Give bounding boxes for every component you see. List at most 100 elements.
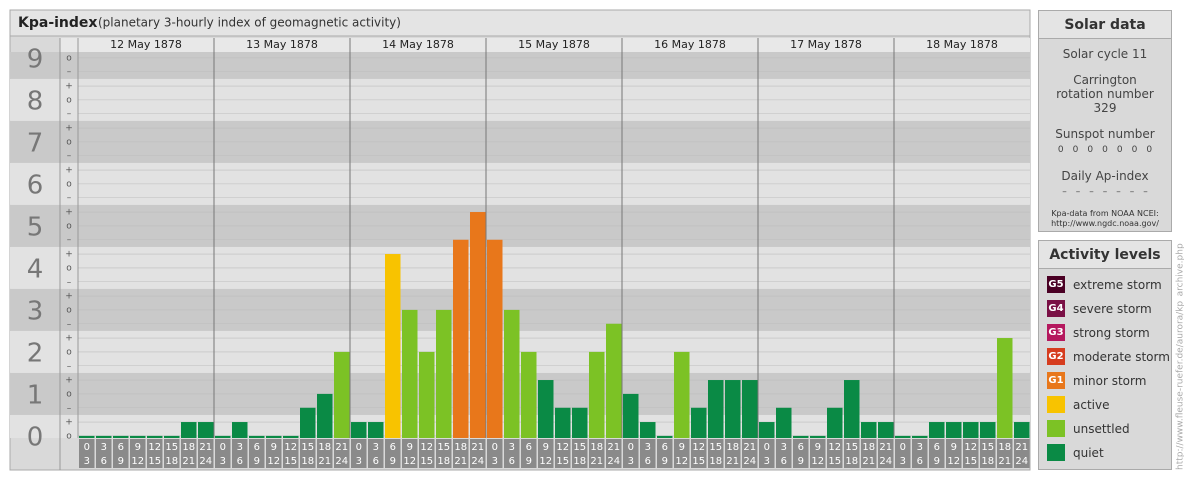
bar: [130, 435, 146, 438]
hour-label: 6: [526, 442, 532, 453]
y-tick-label: 3: [27, 296, 44, 326]
bar: [232, 422, 248, 438]
hour-label: 21: [471, 442, 484, 453]
hour-box: [725, 439, 741, 468]
hour-label: 9: [118, 456, 124, 467]
sunspot-value: 0: [1087, 145, 1094, 155]
hour-label: 9: [526, 456, 532, 467]
hour-label: 6: [645, 456, 651, 467]
minor-tick-label: +: [65, 418, 73, 428]
hour-label: 12: [947, 456, 960, 467]
hour-label: 6: [798, 442, 804, 453]
levels-list: G5 extreme storm G4 severe storm G3 strong st…: [1039, 276, 1171, 461]
hour-label: 18: [726, 442, 739, 453]
hour-label: 12: [267, 456, 280, 467]
hour-label: 6: [237, 456, 243, 467]
hour-label: 24: [607, 456, 620, 467]
hour-label: 6: [118, 442, 124, 453]
day-label: 18 May 1878: [926, 38, 998, 51]
ap-value: –: [1062, 187, 1067, 197]
bar: [810, 435, 826, 438]
day-label: 13 May 1878: [246, 38, 318, 51]
hour-box: [368, 439, 384, 468]
minor-tick-label: –: [67, 361, 72, 371]
hour-label: 6: [781, 456, 787, 467]
hour-label: 15: [420, 456, 433, 467]
bar: [623, 393, 639, 438]
hour-label: 3: [645, 442, 651, 453]
hour-box: [317, 439, 333, 468]
hour-label: 15: [692, 456, 705, 467]
bar: [946, 422, 962, 438]
hour-label: 9: [798, 456, 804, 467]
hour-label: 0: [628, 442, 634, 453]
hour-box: [130, 439, 146, 468]
sunspot-label: Sunspot number: [1055, 127, 1155, 141]
bar: [861, 422, 877, 438]
hour-box: [538, 439, 554, 468]
hour-label: 24: [471, 456, 484, 467]
bar: [266, 435, 282, 438]
hour-box: [759, 439, 775, 468]
minor-tick-label: +: [65, 376, 73, 386]
minor-tick-label: o: [66, 389, 72, 399]
hour-label: 15: [556, 456, 569, 467]
hour-label: 9: [951, 442, 957, 453]
legend-name: minor storm: [1073, 373, 1147, 388]
hour-label: 21: [1015, 442, 1028, 453]
ap-row: – – – – – – –: [1039, 187, 1171, 197]
hour-box: [742, 439, 758, 468]
hour-box: [300, 439, 316, 468]
hour-label: 3: [356, 456, 362, 467]
sunspot-value: 0: [1146, 145, 1153, 155]
hour-label: 9: [271, 442, 277, 453]
hour-label: 3: [220, 456, 226, 467]
hour-box: [861, 439, 877, 468]
hour-label: 15: [148, 456, 161, 467]
bar: [674, 351, 690, 438]
hour-label: 15: [709, 442, 722, 453]
bar: [759, 422, 775, 438]
hour-label: 12: [403, 456, 416, 467]
bar: [249, 435, 265, 438]
hour-label: 15: [573, 442, 586, 453]
hour-box: [793, 439, 809, 468]
ap-value: –: [1075, 187, 1081, 197]
y-tick-label: 8: [27, 86, 44, 116]
legend-item: G5 extreme storm: [1047, 276, 1171, 293]
bar: [317, 393, 333, 438]
hour-box: [521, 439, 537, 468]
hour-label: 0: [356, 442, 362, 453]
hour-label: 9: [934, 456, 940, 467]
chart-subtitle: (planetary 3-hourly index of geomagnetic…: [98, 16, 401, 30]
hour-label: 18: [437, 456, 450, 467]
bar: [300, 407, 316, 438]
hour-label: 6: [662, 442, 668, 453]
hour-label: 15: [301, 442, 314, 453]
hour-box: [657, 439, 673, 468]
minor-tick-label: o: [66, 305, 72, 315]
ap-value: –: [1116, 187, 1121, 197]
sunspot-value: 0: [1072, 145, 1079, 155]
levels-panel: Activity levels G5 extreme storm G4 severe …: [1038, 240, 1172, 470]
hour-label: 15: [284, 456, 297, 467]
hour-box: [385, 439, 401, 468]
hour-label: 9: [662, 456, 668, 467]
bar: [351, 422, 367, 438]
hour-box: [997, 439, 1013, 468]
minor-tick-label: +: [65, 124, 73, 134]
hour-box: [470, 439, 486, 468]
sunspot-value: 0: [1102, 145, 1108, 155]
hour-label: 18: [182, 442, 195, 453]
bar: [997, 338, 1013, 438]
minor-tick-label: –: [67, 109, 72, 119]
day-header: [60, 38, 1030, 52]
minor-tick-label: –: [67, 67, 72, 77]
bar: [113, 435, 129, 438]
minor-tick-label: o: [66, 263, 72, 273]
minor-tick-label: +: [65, 292, 73, 302]
hour-label: 15: [981, 442, 994, 453]
hour-box: [623, 439, 639, 468]
